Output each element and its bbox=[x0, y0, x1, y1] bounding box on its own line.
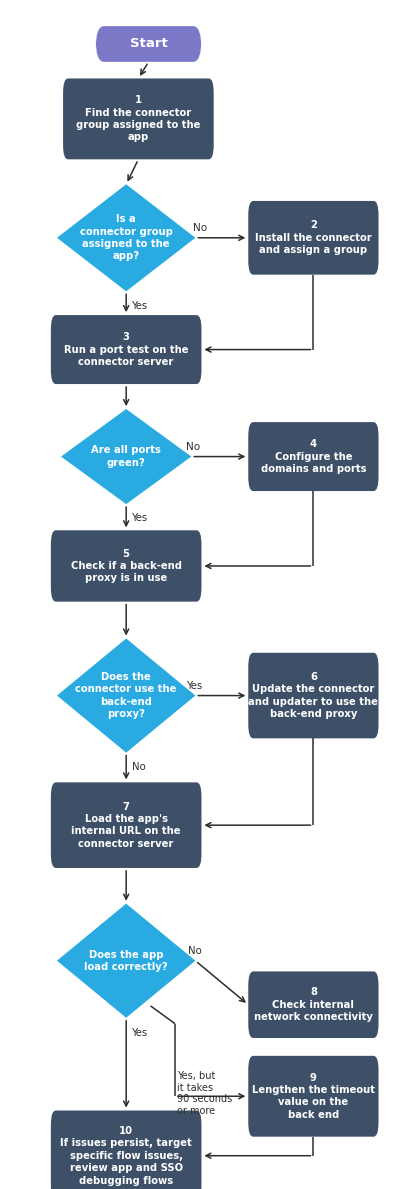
Text: 2
Install the connector
and assign a group: 2 Install the connector and assign a gro… bbox=[255, 220, 372, 256]
Polygon shape bbox=[61, 409, 191, 504]
Text: Is a
connector group
assigned to the
app?: Is a connector group assigned to the app… bbox=[80, 214, 173, 262]
FancyBboxPatch shape bbox=[248, 971, 379, 1038]
Text: 7
Load the app's
internal URL on the
connector server: 7 Load the app's internal URL on the con… bbox=[71, 801, 181, 849]
Text: Yes: Yes bbox=[132, 1028, 149, 1038]
Text: Start: Start bbox=[130, 38, 167, 50]
Polygon shape bbox=[57, 184, 195, 291]
FancyBboxPatch shape bbox=[63, 78, 214, 159]
Text: 9
Lengthen the timeout
value on the
back end: 9 Lengthen the timeout value on the back… bbox=[252, 1072, 375, 1120]
Text: Does the app
load correctly?: Does the app load correctly? bbox=[84, 950, 168, 971]
Text: 5
Check if a back-end
proxy is in use: 5 Check if a back-end proxy is in use bbox=[71, 548, 182, 584]
FancyBboxPatch shape bbox=[248, 201, 379, 275]
Text: Yes: Yes bbox=[187, 681, 204, 691]
FancyBboxPatch shape bbox=[51, 315, 201, 384]
Text: Yes, but
it takes
90 seconds
or more: Yes, but it takes 90 seconds or more bbox=[177, 1071, 232, 1116]
FancyBboxPatch shape bbox=[51, 1111, 201, 1189]
Polygon shape bbox=[57, 904, 195, 1018]
FancyBboxPatch shape bbox=[248, 1056, 379, 1137]
FancyBboxPatch shape bbox=[51, 530, 201, 602]
Text: 1
Find the connector
group assigned to the
app: 1 Find the connector group assigned to t… bbox=[76, 95, 201, 143]
Text: 10
If issues persist, target
specific flow issues,
review app and SSO
debugging : 10 If issues persist, target specific fl… bbox=[60, 1126, 192, 1185]
Text: No: No bbox=[132, 762, 146, 772]
Text: Yes: Yes bbox=[132, 514, 149, 523]
Text: 4
Configure the
domains and ports: 4 Configure the domains and ports bbox=[260, 439, 366, 474]
FancyBboxPatch shape bbox=[248, 422, 379, 491]
FancyBboxPatch shape bbox=[96, 26, 201, 62]
Text: No: No bbox=[193, 224, 207, 233]
Text: 8
Check internal
network connectivity: 8 Check internal network connectivity bbox=[254, 987, 373, 1023]
FancyBboxPatch shape bbox=[51, 782, 201, 868]
Polygon shape bbox=[57, 638, 195, 753]
FancyBboxPatch shape bbox=[248, 653, 379, 738]
Text: 6
Update the connector
and updater to use the
back-end proxy: 6 Update the connector and updater to us… bbox=[248, 672, 379, 719]
Text: No: No bbox=[188, 946, 202, 956]
Text: 3
Run a port test on the
connector server: 3 Run a port test on the connector serve… bbox=[64, 332, 188, 367]
Text: Yes: Yes bbox=[132, 301, 149, 310]
Text: No: No bbox=[186, 442, 201, 452]
Text: Are all ports
green?: Are all ports green? bbox=[91, 446, 161, 467]
Text: Does the
connector use the
back-end
proxy?: Does the connector use the back-end prox… bbox=[75, 672, 177, 719]
